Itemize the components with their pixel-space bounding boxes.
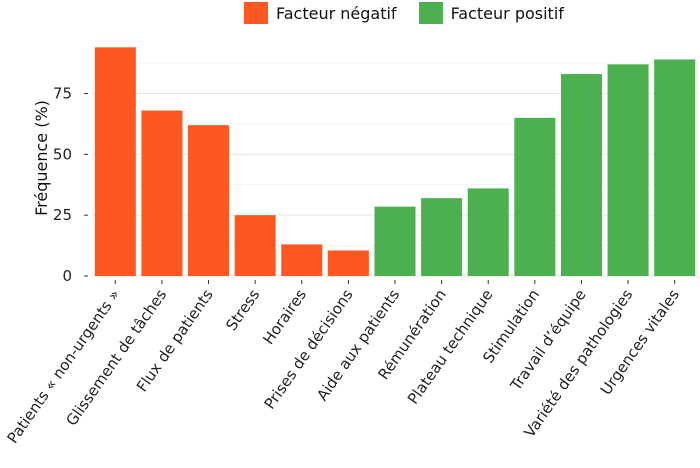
bar xyxy=(514,117,556,276)
bar xyxy=(607,64,649,276)
x-tick-label: Plateau technique xyxy=(404,286,497,408)
bar xyxy=(327,250,369,276)
y-tick-label: 50 xyxy=(53,145,72,163)
bar xyxy=(281,244,323,276)
bar xyxy=(234,215,276,276)
legend-label-negative: Facteur négatif xyxy=(276,3,397,23)
bar xyxy=(188,125,230,277)
x-tick-label: Horaires xyxy=(259,286,310,348)
y-tick-label: 0 xyxy=(62,267,72,285)
legend-swatch-positive xyxy=(418,2,443,24)
bar xyxy=(141,110,183,276)
legend-item-negative: Facteur négatif xyxy=(244,2,397,24)
bar xyxy=(654,59,696,277)
legend-label-positive: Facteur positif xyxy=(450,3,564,23)
x-tick-label: Prises de décisions xyxy=(261,286,357,413)
bar xyxy=(421,198,463,276)
chart-legend: Facteur négatif Facteur positif xyxy=(244,2,586,24)
bar xyxy=(467,188,509,276)
bar xyxy=(560,74,602,276)
x-tick-label: Stress xyxy=(222,286,263,334)
y-axis-label: Fréquence (%) xyxy=(32,100,51,216)
bar xyxy=(374,206,416,276)
legend-swatch-negative xyxy=(244,2,268,24)
legend-item-positive: Facteur positif xyxy=(418,2,564,24)
y-tick-label: 25 xyxy=(53,206,72,224)
y-tick-label: 75 xyxy=(53,85,72,103)
x-tick-label: Aide aux patients xyxy=(313,286,403,404)
bar xyxy=(94,47,136,277)
